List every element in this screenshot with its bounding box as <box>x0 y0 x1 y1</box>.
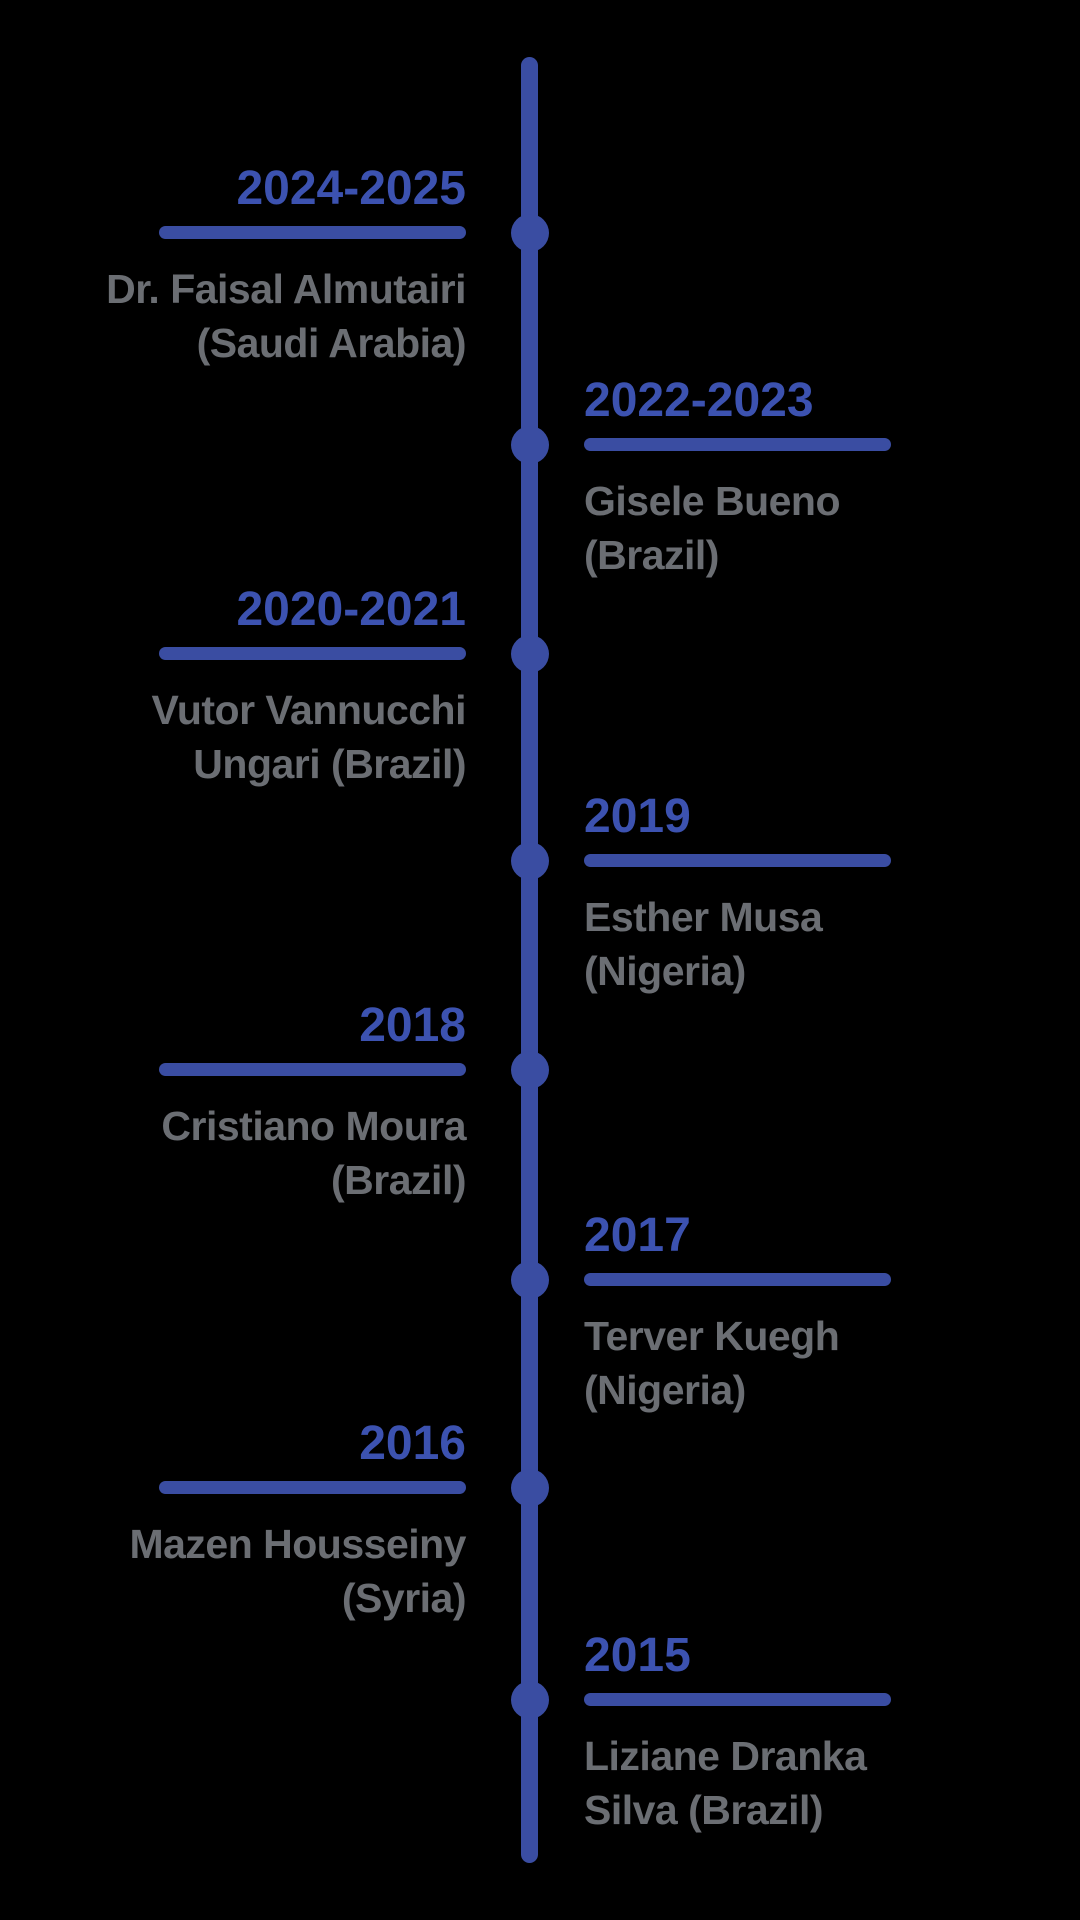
timeline-entry-2019: 2019 Esther Musa (Nigeria) <box>584 791 946 998</box>
laureate-name-line2: (Brazil) <box>584 532 719 578</box>
laureate-name-line1: Gisele Bueno <box>584 478 841 524</box>
laureate-name-line1: Terver Kuegh <box>584 1313 840 1359</box>
laureate-name-line2: Silva (Brazil) <box>584 1787 824 1833</box>
timeline-entry-2016: 2016 Mazen Housseiny (Syria) <box>104 1418 466 1625</box>
year-underline <box>159 1481 466 1494</box>
laureate-name: Liziane Dranka Silva (Brazil) <box>584 1729 946 1837</box>
timeline-node-2022-2023 <box>511 426 549 464</box>
year-underline <box>584 1693 891 1706</box>
laureate-name-line2: (Brazil) <box>331 1157 466 1203</box>
timeline-node-2017 <box>511 1261 549 1299</box>
laureate-name-line2: Ungari (Brazil) <box>193 741 466 787</box>
year-label: 2022-2023 <box>584 374 814 427</box>
laureate-name-line2: (Nigeria) <box>584 1367 746 1413</box>
year-label: 2020-2021 <box>236 583 466 636</box>
timeline-node-2015 <box>511 1681 549 1719</box>
laureate-name: Cristiano Moura (Brazil) <box>104 1099 466 1207</box>
year-underline <box>159 226 466 239</box>
laureate-name-line1: Esther Musa <box>584 894 823 940</box>
year-label: 2015 <box>584 1629 691 1682</box>
year-label: 2016 <box>359 1417 466 1470</box>
laureate-name: Mazen Housseiny (Syria) <box>104 1517 466 1625</box>
year-underline <box>584 1273 891 1286</box>
year-label: 2019 <box>584 790 691 843</box>
laureate-name-line2: (Saudi Arabia) <box>196 320 467 366</box>
year-underline <box>584 854 891 867</box>
timeline-entry-2024-2025: 2024-2025 Dr. Faisal Almutairi (Saudi Ar… <box>104 163 466 370</box>
laureate-name-line1: Dr. Faisal Almutairi <box>106 266 466 312</box>
timeline-line <box>521 57 538 1863</box>
year-underline <box>584 438 891 451</box>
timeline-node-2018 <box>511 1051 549 1089</box>
laureate-name-line1: Liziane Dranka <box>584 1733 867 1779</box>
timeline-entry-2018: 2018 Cristiano Moura (Brazil) <box>104 999 467 1207</box>
laureate-name: Terver Kuegh (Nigeria) <box>584 1309 946 1417</box>
laureate-name-line1: Cristiano Moura <box>161 1103 466 1149</box>
year-underline <box>159 1063 466 1076</box>
laureate-name-line1: Mazen Housseiny <box>129 1521 466 1567</box>
laureate-name-line1: Vutor Vannucchi <box>151 687 467 733</box>
timeline-node-2024-2025 <box>511 214 549 252</box>
laureate-name: Esther Musa (Nigeria) <box>584 890 946 998</box>
laureate-name: Dr. Faisal Almutairi (Saudi Arabia) <box>104 262 466 370</box>
timeline-entry-2020-2021: 2020-2021 Vutor Vannucchi Ungari (Brazil… <box>104 583 467 791</box>
timeline-node-2020-2021 <box>511 635 549 673</box>
laureate-name-line2: (Syria) <box>341 1575 467 1621</box>
laureate-name-line2: (Nigeria) <box>584 948 746 994</box>
timeline-entry-2017: 2017 Terver Kuegh (Nigeria) <box>584 1210 946 1417</box>
year-label: 2018 <box>359 999 466 1052</box>
laureate-name: Gisele Bueno (Brazil) <box>584 474 946 582</box>
timeline-entry-2022-2023: 2022-2023 Gisele Bueno (Brazil) <box>584 375 946 582</box>
laureate-name: Vutor Vannucchi Ungari (Brazil) <box>104 683 467 791</box>
year-label: 2017 <box>584 1209 691 1262</box>
timeline-node-2016 <box>511 1469 549 1507</box>
year-underline <box>159 647 466 660</box>
timeline-node-2019 <box>511 842 549 880</box>
timeline-entry-2015: 2015 Liziane Dranka Silva (Brazil) <box>584 1630 946 1837</box>
year-label: 2024-2025 <box>236 162 466 215</box>
